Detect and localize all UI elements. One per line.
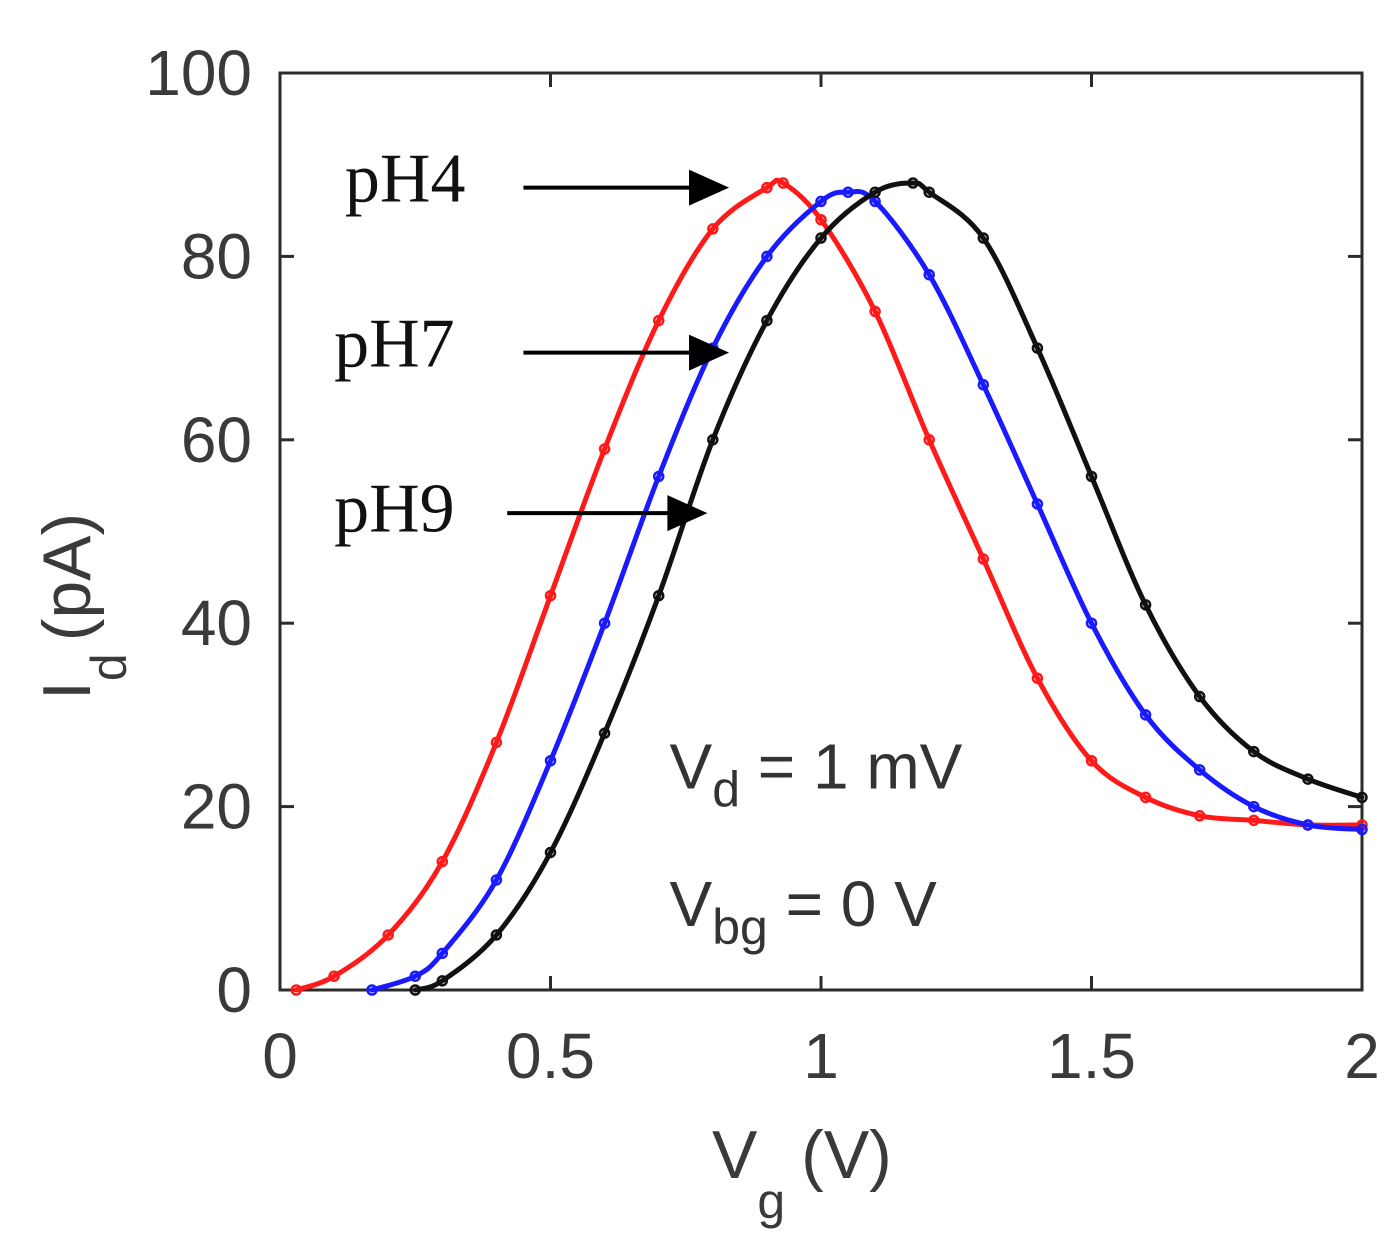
x-tick-label: 0.5 xyxy=(506,1020,595,1092)
data-point xyxy=(409,984,421,996)
data-point xyxy=(436,855,449,868)
data-point xyxy=(652,589,665,602)
data-point xyxy=(923,186,935,198)
data-point xyxy=(409,970,421,982)
y-tick-label: 20 xyxy=(181,771,252,843)
data-point xyxy=(1139,709,1152,721)
data-point xyxy=(923,434,935,446)
data-point xyxy=(1139,599,1152,611)
axis-ticks xyxy=(278,71,1364,992)
y-tick-label: 80 xyxy=(181,220,252,292)
data-point xyxy=(598,617,611,629)
data-point xyxy=(977,232,990,244)
series-line-ph4 xyxy=(293,177,1365,993)
data-point xyxy=(1193,764,1206,776)
data-point xyxy=(777,177,789,189)
data-point xyxy=(436,947,449,960)
data-point xyxy=(1248,814,1260,827)
data-point xyxy=(328,970,340,982)
data-point xyxy=(382,929,394,941)
y-tick-label: 60 xyxy=(181,404,252,476)
series-label-ph7: pH7 xyxy=(334,305,455,382)
data-point xyxy=(598,727,611,739)
data-point xyxy=(1356,823,1368,836)
series-points-ph9 xyxy=(409,177,1368,996)
data-point xyxy=(869,305,881,318)
data-point xyxy=(1085,617,1098,629)
x-tick-label: 0 xyxy=(262,1020,298,1092)
annotation-1: Vbg = 0 V xyxy=(670,868,938,955)
series-label-ph9: pH9 xyxy=(334,471,455,548)
arrow-head-ph9 xyxy=(667,495,708,532)
series-arrows: pH4 pH7 pH9 xyxy=(334,140,730,548)
annotations: Vd = 1 mV Vbg = 0 V xyxy=(670,730,963,955)
data-point xyxy=(544,755,557,767)
data-point xyxy=(544,589,557,602)
y-axis-label: Id(pA) xyxy=(29,513,137,700)
data-point xyxy=(761,181,773,194)
data-point xyxy=(923,268,935,281)
data-point xyxy=(815,195,827,208)
series-curves xyxy=(290,177,1368,996)
data-point xyxy=(1031,342,1044,354)
data-point xyxy=(598,443,611,455)
data-point xyxy=(290,984,302,996)
data-point xyxy=(815,232,827,244)
data-point xyxy=(652,470,665,483)
series-label-ph4: pH4 xyxy=(345,140,466,217)
data-point xyxy=(1193,810,1206,822)
data-point xyxy=(1302,819,1314,831)
x-tick-label: 1 xyxy=(803,1020,839,1092)
data-point xyxy=(815,213,827,226)
data-point xyxy=(436,975,449,987)
data-point xyxy=(1139,791,1152,804)
data-point xyxy=(1302,773,1314,785)
y-tick-label: 40 xyxy=(181,587,252,659)
data-point xyxy=(907,177,919,189)
data-point xyxy=(761,250,773,263)
annotation-0: Vd = 1 mV xyxy=(670,730,963,817)
data-point xyxy=(1085,755,1098,767)
series-line-ph9 xyxy=(412,180,1365,993)
data-point xyxy=(1193,690,1206,703)
data-point xyxy=(1031,672,1044,684)
y-tick-label: 100 xyxy=(145,37,252,109)
data-point xyxy=(842,186,854,198)
x-axis-label: Vg(V) xyxy=(712,1117,892,1229)
data-point xyxy=(544,846,557,859)
y-tick-label: 0 xyxy=(216,954,252,1026)
data-point xyxy=(707,223,719,235)
data-point xyxy=(490,874,503,886)
x-tick-label: 2 xyxy=(1344,1020,1380,1092)
data-point xyxy=(1248,800,1260,813)
data-point xyxy=(1248,745,1260,758)
data-point xyxy=(977,553,990,565)
data-point xyxy=(366,984,378,996)
data-point xyxy=(869,186,881,198)
x-tick-label: 1.5 xyxy=(1047,1020,1136,1092)
data-point xyxy=(761,314,773,327)
arrow-head-ph4 xyxy=(689,169,730,206)
data-point xyxy=(1356,791,1368,804)
data-point xyxy=(490,929,503,941)
data-point xyxy=(652,314,665,327)
data-point xyxy=(490,736,503,749)
arrow-head-ph7 xyxy=(689,334,730,371)
data-point xyxy=(1085,470,1098,483)
data-point xyxy=(977,379,990,391)
data-point xyxy=(1031,498,1044,510)
data-point xyxy=(707,434,719,446)
